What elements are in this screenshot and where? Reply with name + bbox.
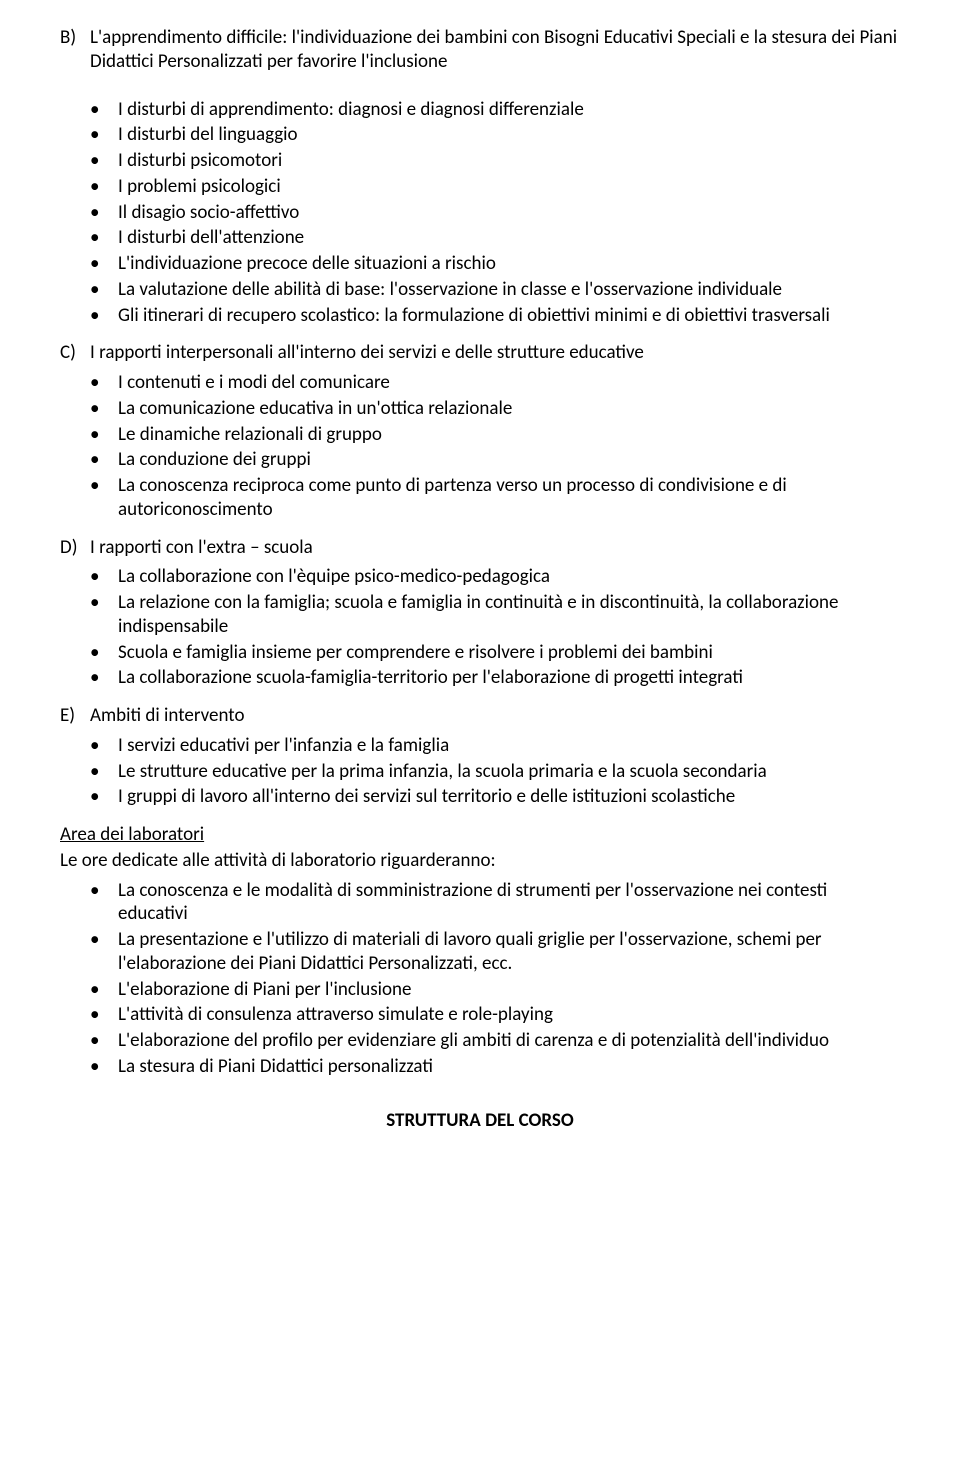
document-page: B) L'apprendimento difficile: l'individu…	[0, 0, 960, 1458]
list-item: L'attività di consulenza attraverso simu…	[60, 1003, 900, 1027]
list-item: La presentazione e l'utilizzo di materia…	[60, 928, 900, 976]
section-d-heading: D) I rapporti con l'extra – scuola	[60, 536, 900, 560]
section-e-list: I servizi educativi per l'infanzia e la …	[60, 734, 900, 809]
list-item: Gli itinerari di recupero scolastico: la…	[60, 304, 900, 328]
list-item: I disturbi psicomotori	[60, 149, 900, 173]
list-item: L'elaborazione del profilo per evidenzia…	[60, 1029, 900, 1053]
list-item: La collaborazione scuola-famiglia-territ…	[60, 666, 900, 690]
lab-list: La conoscenza e le modalità di somminist…	[60, 879, 900, 1079]
list-item: La comunicazione educativa in un'ottica …	[60, 397, 900, 421]
section-b-letter: B)	[60, 26, 90, 74]
section-b-heading: B) L'apprendimento difficile: l'individu…	[60, 26, 900, 74]
lab-intro: Le ore dedicate alle attività di laborat…	[60, 849, 900, 873]
list-item: La stesura di Piani Didattici personaliz…	[60, 1055, 900, 1079]
list-item: La collaborazione con l'èquipe psico-med…	[60, 565, 900, 589]
list-item: Le dinamiche relazionali di gruppo	[60, 423, 900, 447]
section-c-list: I contenuti e i modi del comunicare La c…	[60, 371, 900, 522]
list-item: I contenuti e i modi del comunicare	[60, 371, 900, 395]
section-b-list: I disturbi di apprendimento: diagnosi e …	[60, 98, 900, 328]
list-item: La conduzione dei gruppi	[60, 448, 900, 472]
section-e-heading: E) Ambiti di intervento	[60, 704, 900, 728]
section-b-title: L'apprendimento difficile: l'individuazi…	[90, 26, 900, 74]
section-c-letter: C)	[60, 341, 90, 365]
list-item: Scuola e famiglia insieme per comprender…	[60, 641, 900, 665]
list-item: I servizi educativi per l'infanzia e la …	[60, 734, 900, 758]
list-item: I disturbi di apprendimento: diagnosi e …	[60, 98, 900, 122]
list-item: I gruppi di lavoro all'interno dei servi…	[60, 785, 900, 809]
list-item: La relazione con la famiglia; scuola e f…	[60, 591, 900, 639]
list-item: Le strutture educative per la prima infa…	[60, 760, 900, 784]
list-item: I problemi psicologici	[60, 175, 900, 199]
section-e-title: Ambiti di intervento	[90, 704, 900, 728]
section-d-title: I rapporti con l'extra – scuola	[90, 536, 900, 560]
section-c-title: I rapporti interpersonali all'interno de…	[90, 341, 900, 365]
section-c-heading: C) I rapporti interpersonali all'interno…	[60, 341, 900, 365]
list-item: La valutazione delle abilità di base: l'…	[60, 278, 900, 302]
page-footer-title: STRUTTURA DEL CORSO	[60, 1109, 900, 1133]
lab-heading: Area dei laboratori	[60, 823, 900, 847]
list-item: I disturbi del linguaggio	[60, 123, 900, 147]
list-item: L'individuazione precoce delle situazion…	[60, 252, 900, 276]
section-d-letter: D)	[60, 536, 90, 560]
list-item: I disturbi dell'attenzione	[60, 226, 900, 250]
list-item: La conoscenza reciproca come punto di pa…	[60, 474, 900, 522]
list-item: La conoscenza e le modalità di somminist…	[60, 879, 900, 927]
section-d-list: La collaborazione con l'èquipe psico-med…	[60, 565, 900, 690]
section-e-letter: E)	[60, 704, 90, 728]
list-item: L'elaborazione di Piani per l'inclusione	[60, 978, 900, 1002]
list-item: Il disagio socio-affettivo	[60, 201, 900, 225]
